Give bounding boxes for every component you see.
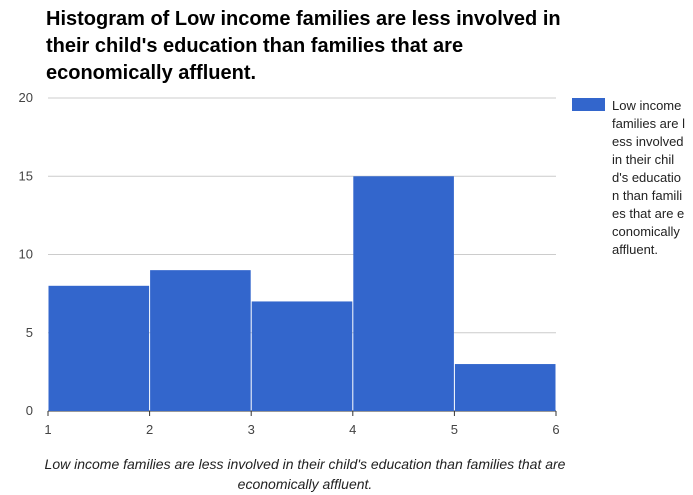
histogram-bar — [353, 176, 454, 411]
y-axis-ticks: 0 5 10 15 20 — [19, 90, 33, 418]
x-tick-label: 6 — [552, 422, 559, 437]
histogram-bar — [454, 364, 556, 411]
legend-swatch — [572, 98, 605, 111]
x-tick-label: 1 — [44, 422, 51, 437]
histogram-bar — [48, 285, 150, 411]
legend-label: Low income families are less involved in… — [612, 98, 685, 257]
x-axis-ticks: 1 2 3 4 5 6 — [44, 411, 560, 437]
x-tick-label: 5 — [451, 422, 458, 437]
x-tick-label: 4 — [349, 422, 356, 437]
chart-title: Histogram of Low income families are les… — [46, 8, 561, 84]
histogram-bars — [48, 176, 556, 411]
x-axis-title: Low income families are less involved in… — [44, 456, 566, 492]
x-tick-label: 2 — [146, 422, 153, 437]
y-tick-label: 20 — [19, 90, 33, 105]
y-tick-label: 15 — [19, 168, 33, 183]
histogram-bar — [251, 301, 353, 411]
x-tick-label: 3 — [248, 422, 255, 437]
y-tick-label: 5 — [26, 325, 33, 340]
y-tick-label: 10 — [19, 247, 33, 262]
histogram-bar — [150, 270, 251, 411]
y-tick-label: 0 — [26, 403, 33, 418]
